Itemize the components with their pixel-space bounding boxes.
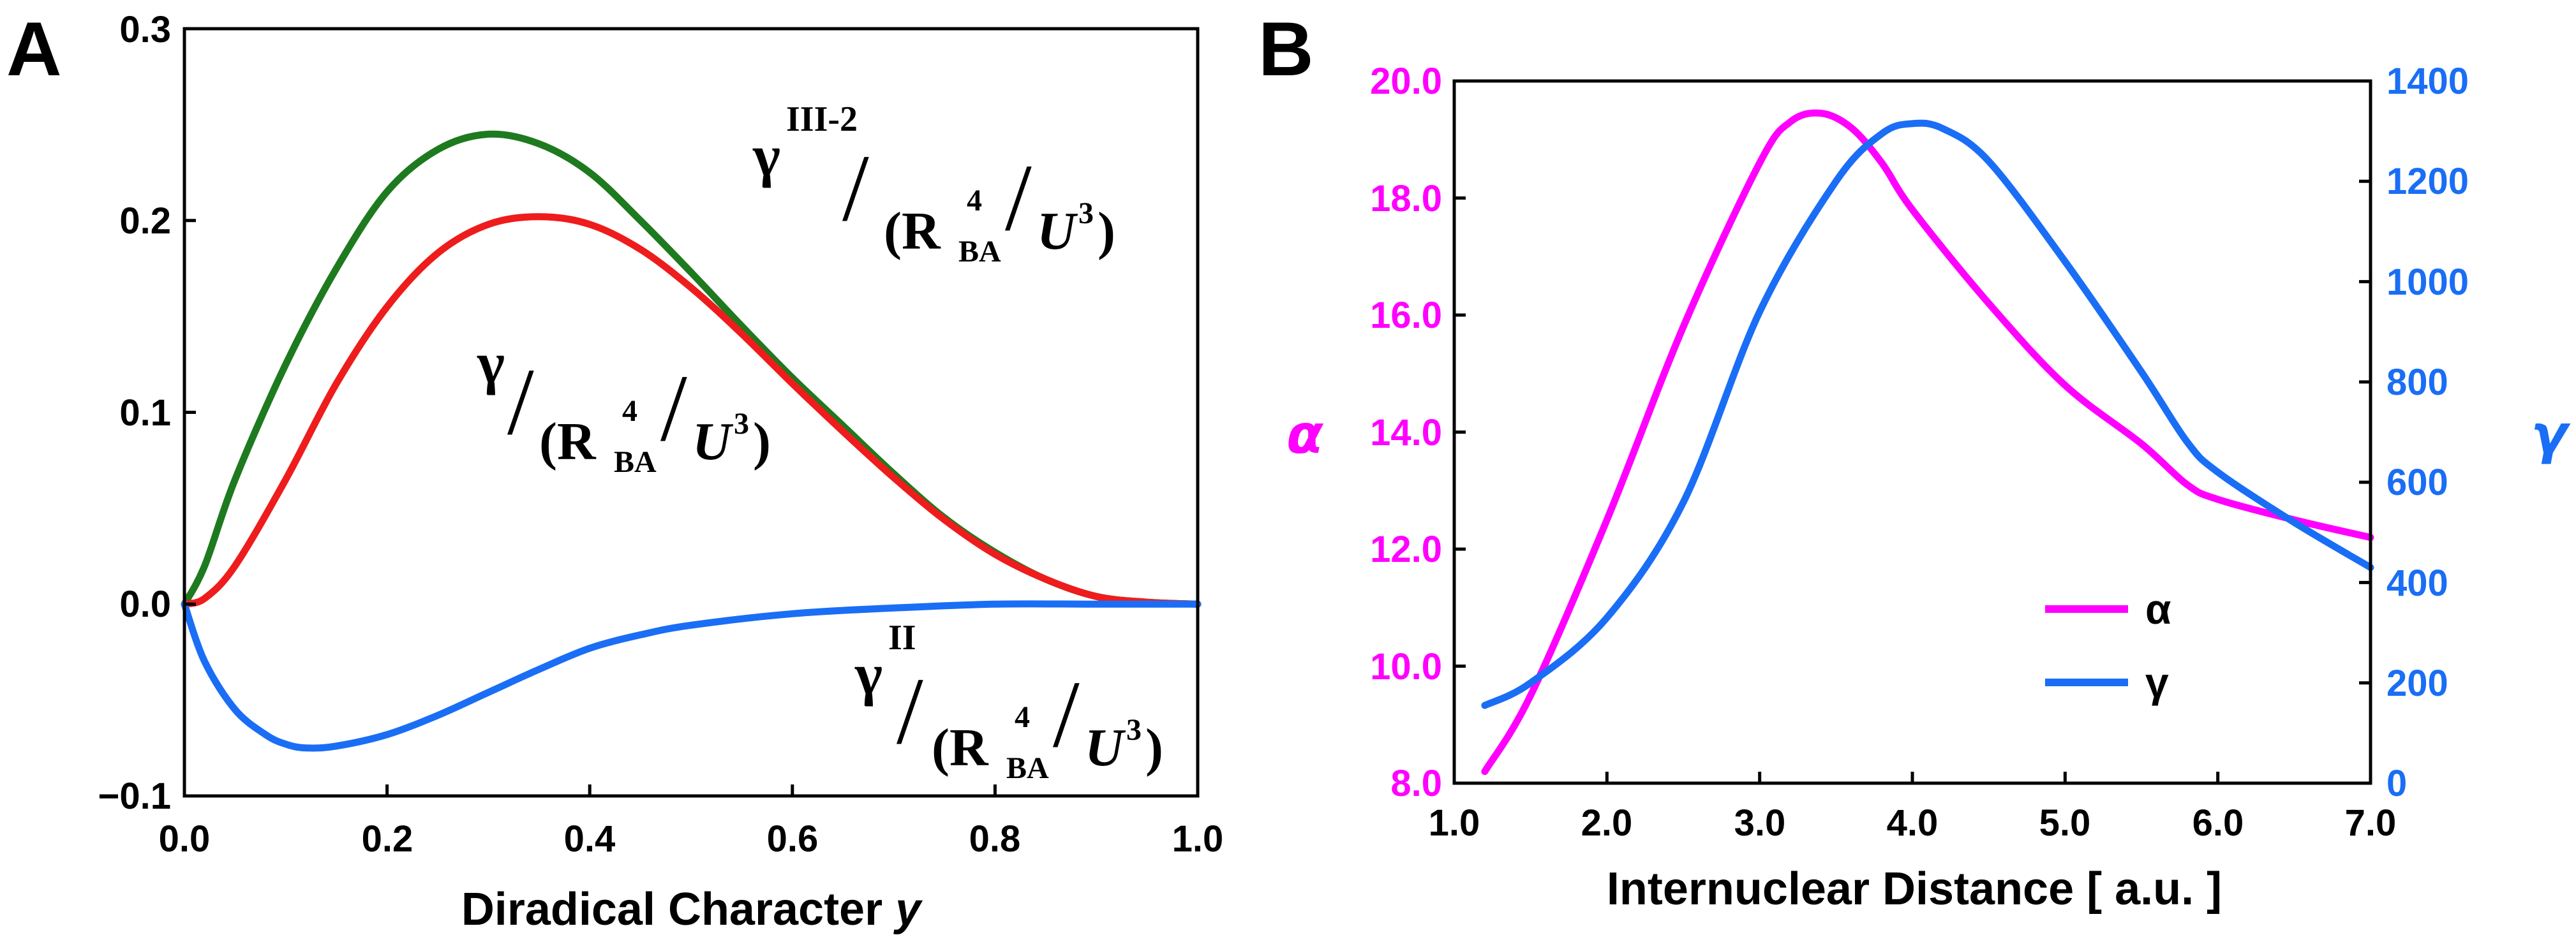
panel-b-xtick: 2.0 xyxy=(1581,802,1633,844)
panel-b-ytick-left: 16.0 xyxy=(1370,295,1442,336)
svg-text:BA: BA xyxy=(1006,751,1049,785)
panel-b-plot-frame xyxy=(1452,79,2372,785)
panel-b-left-ticklabels: 8.0 10.0 12.0 14.0 16.0 18.0 20.0 xyxy=(1370,61,1442,804)
series-alpha-line xyxy=(1481,109,2374,776)
svg-text:BA: BA xyxy=(958,235,1001,269)
svg-text:): ) xyxy=(1145,718,1163,777)
annotation-gamma-iii2: γ III-2 / (R BA 4 / U 3 ) xyxy=(752,99,1115,269)
panel-b-xtick: 4.0 xyxy=(1887,802,1939,844)
panel-a-xtick: 0.8 xyxy=(969,818,1021,860)
panel-b-ytick-left: 12.0 xyxy=(1370,529,1442,570)
panel-b-ytick-left: 18.0 xyxy=(1370,178,1442,219)
panel-a-label: A xyxy=(6,6,62,92)
svg-text:): ) xyxy=(753,412,771,471)
svg-text:U: U xyxy=(1085,718,1126,777)
panel-b-xtick: 1.0 xyxy=(1429,802,1480,844)
panel-b-ytick-right: 600 xyxy=(2386,462,2448,503)
panel-b-xtick: 6.0 xyxy=(2193,802,2244,844)
panel-b: B 1.0 2.0 3.0 4.0 5.0 6.0 7.0 8.0 10.0 1… xyxy=(1258,6,2571,915)
svg-text:3: 3 xyxy=(1078,196,1094,230)
panel-a-xtick: 0.2 xyxy=(362,818,413,860)
panel-a-series xyxy=(181,130,1202,752)
svg-text:U: U xyxy=(692,412,734,471)
panel-b-legend: α γ xyxy=(2045,585,2171,706)
svg-text:3: 3 xyxy=(1126,713,1142,747)
panel-b-ytick-left: 14.0 xyxy=(1370,412,1442,453)
panel-b-xlabel: Internuclear Distance [ a.u. ] xyxy=(1607,864,2222,915)
svg-text:4: 4 xyxy=(967,184,982,217)
svg-text:/: / xyxy=(660,355,687,461)
panel-b-ytick-right: 0 xyxy=(2386,763,2407,804)
panel-a-ytick: 0.3 xyxy=(119,9,171,50)
svg-text:/: / xyxy=(842,135,869,241)
panel-b-ytick-left: 8.0 xyxy=(1390,763,1442,804)
panel-b-ytick-right: 200 xyxy=(2386,663,2448,704)
panel-a-ytick: 0.1 xyxy=(119,392,171,434)
svg-text:III-2: III-2 xyxy=(786,99,858,139)
panel-a-ticks xyxy=(182,27,1200,798)
panel-b-xtick: 3.0 xyxy=(1734,802,1786,844)
svg-text:(R: (R xyxy=(884,202,941,261)
annotation-gamma: γ / (R BA 4 / U 3 ) xyxy=(477,330,771,479)
svg-text:3: 3 xyxy=(734,407,749,441)
svg-text:(R: (R xyxy=(932,718,989,777)
panel-a-xtick: 0.4 xyxy=(564,818,616,860)
panel-b-xtick: 7.0 xyxy=(2345,802,2397,844)
panel-a: A 0.0 0.2 0.4 0.6 0.8 1.0 −0.1 0.0 0.1 0… xyxy=(6,6,1223,935)
svg-text:/: / xyxy=(1053,661,1080,767)
panel-b-ytick-right: 400 xyxy=(2386,563,2448,604)
legend-gamma-label: γ xyxy=(2145,659,2169,706)
panel-b-ytick-left: 10.0 xyxy=(1370,646,1442,688)
svg-text:BA: BA xyxy=(614,445,657,479)
svg-text:4: 4 xyxy=(622,394,637,428)
svg-text:4: 4 xyxy=(1015,700,1030,734)
panel-a-plot-frame xyxy=(182,27,1200,798)
panel-b-series xyxy=(1481,109,2374,776)
panel-a-xtick: 0.0 xyxy=(159,818,211,860)
panel-a-xtick: 0.6 xyxy=(767,818,819,860)
svg-text:γ: γ xyxy=(854,642,882,707)
panel-b-right-ticklabels: 0 200 400 600 800 1000 1200 1400 xyxy=(2386,61,2469,804)
panel-b-label: B xyxy=(1258,6,1314,92)
svg-text:/: / xyxy=(1005,145,1032,251)
panel-b-ytick-right: 1200 xyxy=(2386,161,2469,202)
svg-text:γ: γ xyxy=(477,330,505,395)
panel-b-ylabel-right: γ xyxy=(2531,403,2571,466)
svg-text:γ: γ xyxy=(752,123,780,188)
panel-b-xtick: 5.0 xyxy=(2039,802,2091,844)
svg-text:): ) xyxy=(1098,202,1115,261)
svg-text:(R: (R xyxy=(539,412,597,471)
panel-b-ticks xyxy=(1452,79,2372,785)
panel-b-ytick-right: 1400 xyxy=(2386,61,2469,102)
svg-text:U: U xyxy=(1037,202,1078,261)
series-gamma-b-line xyxy=(1481,119,2374,709)
series-gamma-ii-line xyxy=(181,600,1202,752)
svg-text:II: II xyxy=(888,618,916,658)
panel-b-ylabel-left: α xyxy=(1286,403,1324,466)
series-gamma-line xyxy=(181,213,1202,608)
panel-a-ytick: −0.1 xyxy=(98,776,172,817)
legend-alpha-label: α xyxy=(2145,585,2171,633)
panel-b-ytick-right: 1000 xyxy=(2386,261,2469,303)
svg-text:/: / xyxy=(507,349,534,455)
svg-text:/: / xyxy=(897,658,923,764)
panel-a-xtick: 1.0 xyxy=(1172,818,1224,860)
panel-b-ytick-left: 20.0 xyxy=(1370,61,1442,102)
panel-b-ytick-right: 800 xyxy=(2386,362,2448,403)
annotation-gamma-ii: γ II / (R BA 4 / U 3 ) xyxy=(854,618,1163,785)
panel-a-ytick: 0.0 xyxy=(119,584,171,625)
panel-a-ytick: 0.2 xyxy=(119,200,171,242)
panel-a-xlabel: Diradical Character y xyxy=(461,884,923,935)
